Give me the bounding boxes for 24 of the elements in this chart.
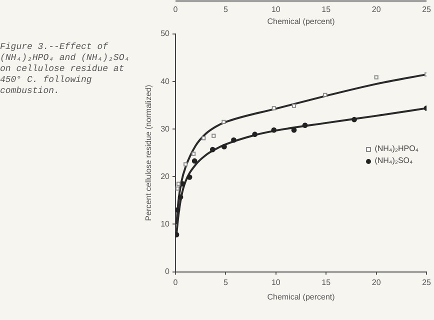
- y-tick-label: 40: [160, 76, 170, 86]
- x-tick-label: 20: [372, 278, 382, 287]
- x2-tick-label: 25: [422, 5, 432, 14]
- x2-tick-label: 20: [372, 5, 382, 14]
- y-axis-title: Percent cellulose residue (normalized): [144, 84, 154, 221]
- y-tick-label: 0: [165, 267, 170, 276]
- x-tick-label: 25: [422, 278, 432, 287]
- x2-tick-label: 5: [223, 5, 228, 14]
- caption: Figure 3.--Effect of (NH₄)₂HPO₄ and (NH₄)₂SO₄ on cellulose residue at 450° C. following combustion.: [0, 42, 131, 97]
- y-tick-label: 10: [160, 219, 170, 228]
- x-axis-title: Chemical (percent): [267, 292, 336, 302]
- y-tick-label: 50: [160, 29, 170, 38]
- x2-tick-label: 15: [322, 5, 332, 14]
- x2-tick-label: 10: [271, 5, 281, 14]
- x-tick-label: 0: [173, 278, 178, 287]
- x2-axis-title: Chemical (percent): [267, 17, 336, 26]
- y-tick-label: 30: [160, 124, 170, 134]
- x-tick-label: 5: [223, 278, 228, 287]
- x-tick-label: 15: [322, 278, 332, 287]
- x2-tick-label: 0: [173, 5, 178, 14]
- y-tick-label: 20: [160, 172, 170, 181]
- x-tick-label: 10: [271, 278, 281, 287]
- legend-label: (NH₄)₂SO₄: [374, 156, 413, 166]
- legend-label: (NH₄)₂HPO₄: [374, 144, 419, 154]
